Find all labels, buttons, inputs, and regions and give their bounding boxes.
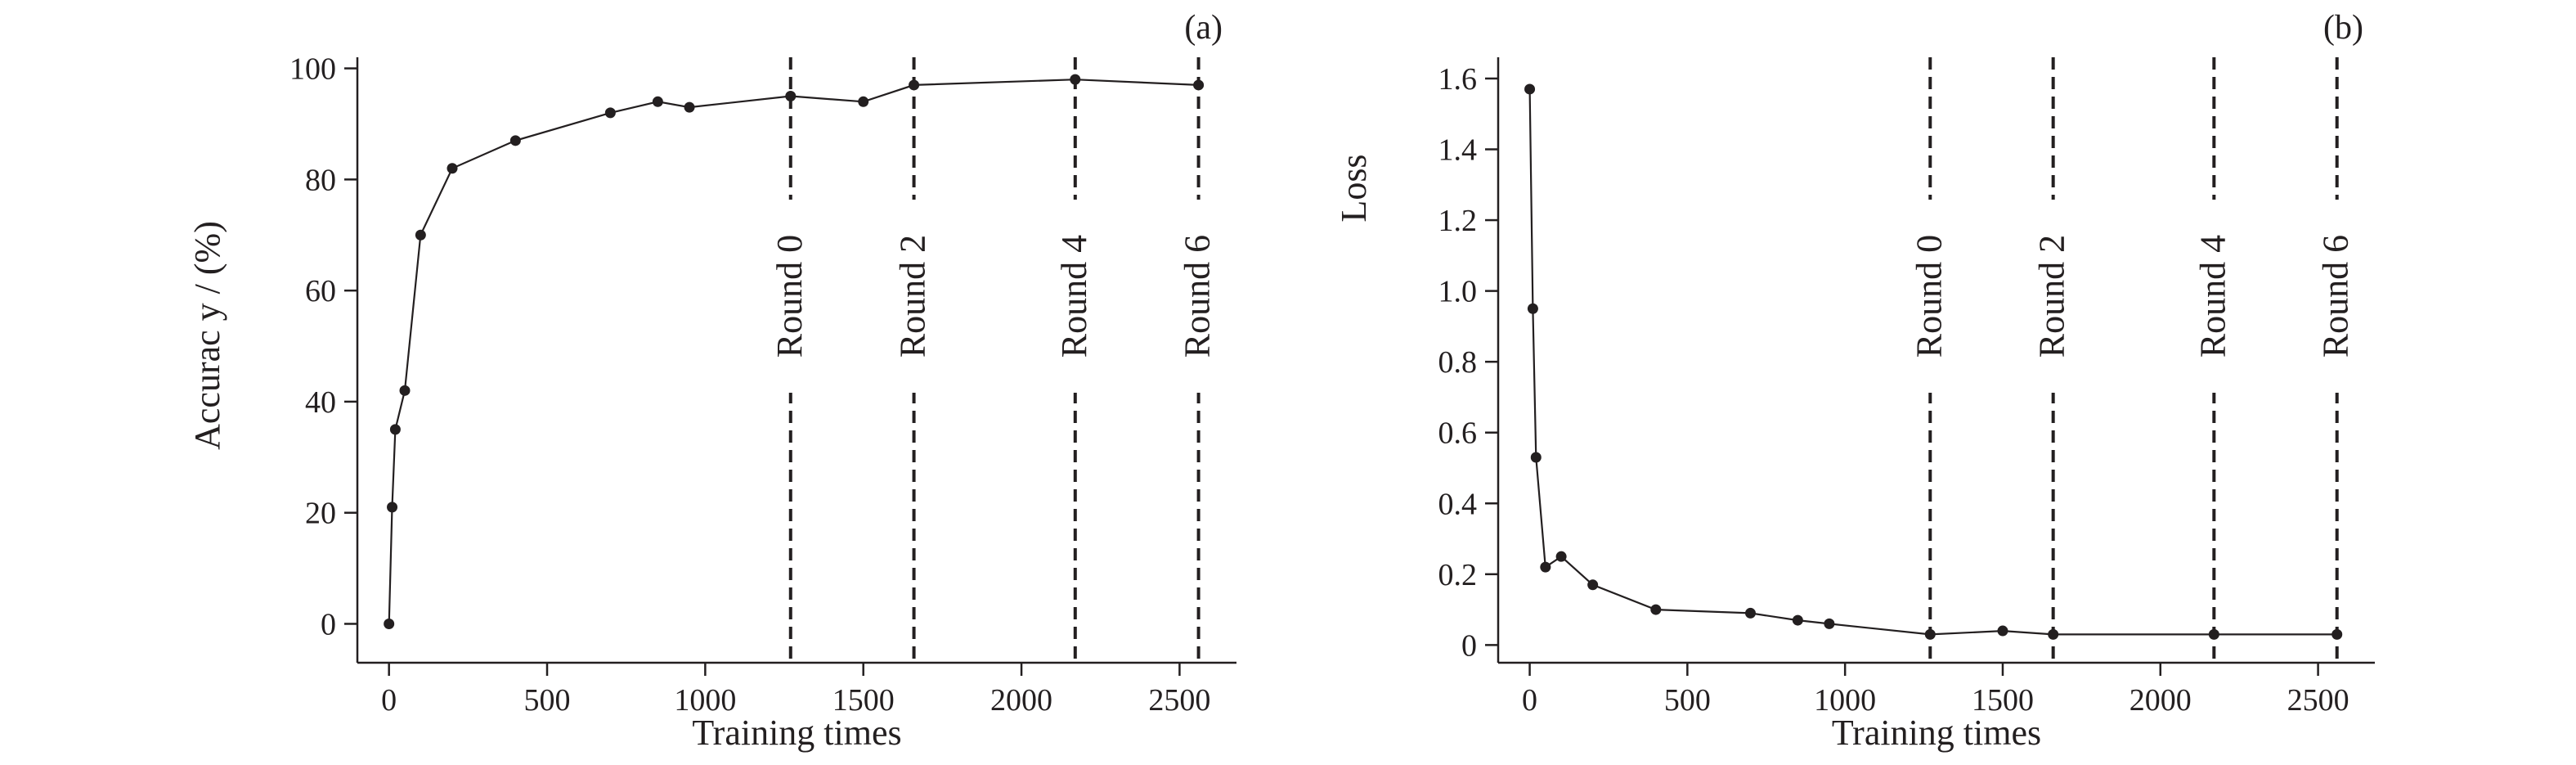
chart-a-data-point [447, 163, 458, 174]
chart-a-round-label-bg [1055, 200, 1095, 393]
chart-a-x-tick-label: 0 [381, 683, 397, 718]
chart-a-data-point [1193, 79, 1205, 91]
chart-a-panel-tag: (a) [1184, 9, 1223, 47]
chart-b-y-tick-label: 1.2 [1438, 204, 1478, 238]
chart-a-data-point [509, 135, 521, 146]
chart-b-data-point [1524, 83, 1536, 95]
chart-a-round-label: Round 2 [893, 235, 933, 358]
chart-b-data-point [2048, 628, 2059, 640]
chart-b-round-label-bg [2033, 200, 2073, 393]
chart-b-y-tick-label: 1.6 [1438, 62, 1478, 97]
chart-b-data-point [1650, 604, 1662, 615]
chart-b-data-point [1924, 628, 1936, 640]
chart-a-x-tick-label: 1000 [674, 683, 736, 718]
chart-a-data-point [604, 107, 616, 119]
chart-a-round-label: Round 6 [1178, 235, 1218, 358]
chart-a-y-tick-label: 0 [321, 607, 336, 641]
chart-b-round-label: Round 0 [1909, 235, 1949, 358]
chart-a-round-label-bg [894, 200, 934, 393]
chart-a-y-tick-label: 100 [289, 52, 336, 87]
chart-a-x-tick-label: 2000 [990, 683, 1052, 718]
chart-a-x-axis-label: Training times [692, 713, 901, 753]
chart-b-x-tick-label: 2000 [2129, 683, 2192, 718]
chart-b-data-point [1587, 579, 1599, 591]
chart-b-x-axis-label: Training times [1832, 713, 2041, 753]
chart-b-y-tick-label: 0.6 [1438, 416, 1478, 451]
chart-b-data-point [1527, 303, 1538, 314]
chart-panel-a: (a) 0 500 1000 1500 2000 2500 0 20 40 60 80 100 Train… [187, 9, 1236, 753]
chart-b-round-label: Round 4 [2192, 235, 2233, 358]
chart-b-x-tick-label: 1500 [1972, 683, 2034, 718]
chart-b-y-axis-label: Loss [1334, 154, 1374, 222]
chart-a-x-tick-label: 2500 [1148, 683, 1210, 718]
chart-a-data-point [384, 618, 395, 629]
chart-b-x-tick-label: 2500 [2287, 683, 2349, 718]
chart-a-data-point [785, 91, 797, 102]
chart-a-round-label-bg [770, 200, 810, 393]
chart-b-round-label-bg [2317, 200, 2357, 393]
chart-b-y-tick-label: 1.4 [1438, 133, 1478, 168]
chart-a-data-point [399, 385, 411, 396]
chart-a-y-tick-label: 40 [305, 385, 336, 420]
chart-a-round-label: Round 0 [770, 235, 810, 358]
chart-b-round-label-bg [2194, 200, 2234, 393]
chart-b-x-tick-label: 0 [1522, 683, 1537, 718]
chart-b-y-tick-label: 0.2 [1438, 558, 1478, 592]
chart-a-data-point [684, 101, 695, 113]
chart-b-data-point [2208, 628, 2219, 640]
chart-a-y-tick-label: 20 [305, 497, 336, 531]
chart-b-data-point [1744, 607, 1756, 619]
chart-b-data-point [2331, 628, 2343, 640]
chart-b-round-label: Round 6 [2316, 235, 2356, 358]
chart-a-data-point [415, 229, 426, 241]
chart-b-y-tick-label: 0.4 [1438, 487, 1478, 521]
chart-a-y-axis-label: Accurac y / (%) [187, 221, 227, 450]
chart-b-data-point [1824, 618, 1835, 629]
chart-b-data-point [1540, 561, 1551, 573]
chart-a-data-point [389, 424, 401, 435]
chart-b-y-tick-label: 0 [1461, 628, 1477, 663]
chart-b-round-label-bg [1910, 200, 1950, 393]
chart-b-x-tick-label: 1000 [1814, 683, 1876, 718]
chart-b-data-point [1555, 551, 1567, 562]
chart-a-round-label: Round 4 [1054, 235, 1094, 358]
chart-a-y-tick-label: 80 [305, 163, 336, 197]
chart-a-x-tick-label: 500 [524, 683, 571, 718]
chart-b-round-label: Round 2 [2032, 235, 2072, 358]
chart-a-data-point [909, 79, 920, 91]
chart-panel-b: (b) 0 500 1000 1500 2000 2500 0 0.2 0.4 0.6 0.8 1.0 1… [1334, 9, 2375, 753]
chart-a-y-tick-label: 60 [305, 274, 336, 308]
chart-b-y-tick-label: 0.8 [1438, 345, 1478, 380]
chart-a-data-point [652, 96, 663, 107]
chart-b-y-tick-label: 1.0 [1438, 275, 1478, 309]
chart-a-round-label-bg [1178, 200, 1218, 393]
chart-b-data-point [1530, 452, 1542, 463]
chart-b-data-point [1792, 614, 1803, 626]
chart-a-data-point [387, 502, 398, 513]
chart-b-data-point [1997, 625, 2008, 637]
chart-b-x-tick-label: 500 [1664, 683, 1711, 718]
chart-b-panel-tag: (b) [2323, 9, 2363, 47]
chart-a-data-point [858, 96, 869, 107]
chart-a-data-point [1070, 74, 1081, 85]
chart-a-x-tick-label: 1500 [832, 683, 895, 718]
